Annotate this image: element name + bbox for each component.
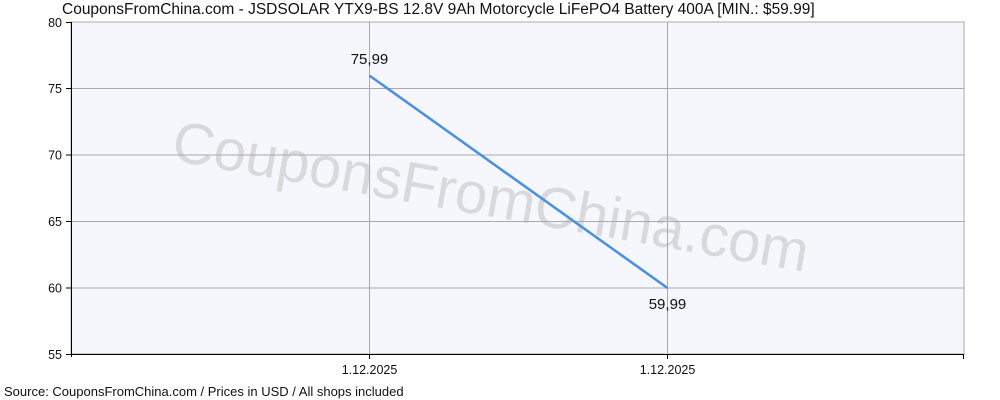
xtick-label-2: 1.12.2025 — [640, 363, 696, 377]
source-footnote: Source: CouponsFromChina.com / Prices in… — [4, 384, 404, 399]
ytick-label-65: 65 — [48, 215, 62, 229]
y-tick-labels: 80 75 70 65 60 55 — [48, 16, 62, 362]
x-ticks — [369, 354, 964, 359]
x-gridlines — [369, 22, 668, 354]
ytick-label-75: 75 — [48, 82, 62, 96]
ytick-label-80: 80 — [48, 16, 62, 30]
xtick-label-1: 1.12.2025 — [342, 363, 398, 377]
y-ticks — [66, 22, 71, 355]
plot-area — [70, 21, 965, 355]
chart-title: CouponsFromChina.com - JSDSOLAR YTX9-BS … — [62, 1, 815, 18]
ytick-label-70: 70 — [48, 149, 62, 163]
point-label-2: 59,99 — [649, 296, 687, 313]
price-line — [368, 74, 669, 290]
x-tick-labels: 1.12.2025 1.12.2025 — [342, 363, 696, 377]
ytick-label-55: 55 — [48, 348, 62, 362]
point-label-1: 75,99 — [351, 51, 389, 68]
y-gridlines — [71, 88, 964, 289]
ytick-label-60: 60 — [48, 282, 62, 296]
